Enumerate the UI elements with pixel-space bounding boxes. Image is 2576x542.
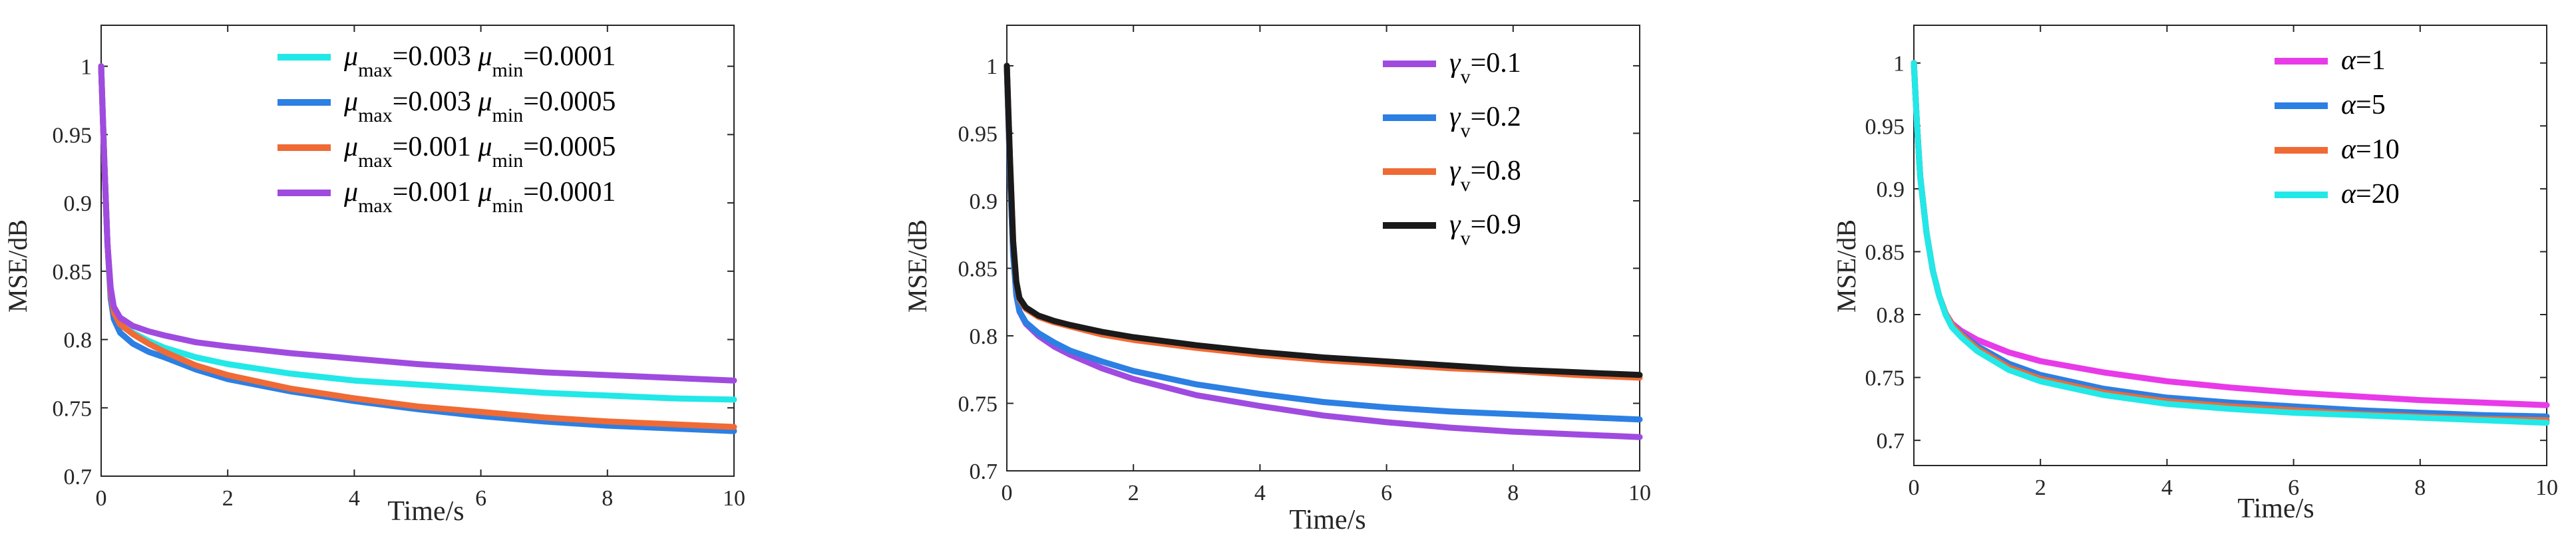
y-tick-label: 0.95: [1865, 114, 1905, 139]
x-tick-label: 2: [1128, 481, 1139, 505]
y-tick-label: 0.7: [970, 460, 998, 484]
legend-entry: α=20: [2341, 179, 2400, 209]
y-tick-label: 0.95: [53, 123, 92, 148]
legend-entry: α=5: [2341, 90, 2386, 120]
x-tick-label: 4: [1254, 481, 1266, 505]
legend: γv=0.1 γv=0.2 γv=0.8 γv=0.9: [1383, 48, 1521, 249]
legend-entry: γv=0.9: [1449, 209, 1521, 249]
series-line-1: [1911, 60, 2550, 408]
y-tick-label: 0.95: [958, 122, 998, 146]
legend-entry: μmax=0.003 μmin=0.0005: [343, 86, 616, 126]
x-axis-label: Time/s: [387, 496, 464, 527]
series-line-4: [98, 63, 737, 384]
x-tick-label: 4: [2161, 475, 2173, 500]
y-tick-label: 0.8: [1877, 303, 1905, 328]
x-tick-label: 0: [1002, 481, 1013, 505]
legend-entry: γv=0.2: [1449, 102, 1521, 142]
legend-entry: γv=0.1: [1449, 48, 1521, 88]
x-axis-label: Time/s: [1289, 505, 1366, 535]
series-line-1: [1004, 63, 1643, 440]
legend-entry: μmax=0.003 μmin=0.0001: [343, 41, 616, 81]
y-axis-label: MSE/dB: [1831, 219, 1861, 313]
x-tick-label: 10: [2535, 475, 2558, 500]
legend-entry: α=10: [2341, 134, 2400, 165]
x-tick-label: 2: [222, 486, 234, 511]
y-tick-label: 0.8: [970, 325, 998, 349]
axes-frame: [1006, 25, 1640, 472]
x-tick-label: 2: [2035, 475, 2046, 500]
series-line-4: [1004, 63, 1643, 378]
y-tick-label: 0.75: [53, 396, 92, 421]
x-tick-label: 8: [602, 486, 613, 511]
y-tick-label: 0.9: [1877, 178, 1905, 202]
x-tick-label: 6: [1381, 481, 1392, 505]
series-line-3: [98, 63, 737, 430]
y-tick-label: 0.7: [1877, 429, 1905, 454]
axes-frame: [100, 25, 735, 477]
legend-entry: μmax=0.001 μmin=0.0001: [343, 177, 616, 217]
axes-frame: [1913, 25, 2547, 466]
legend: α=1 α=5 α=10 α=20: [2275, 45, 2400, 209]
legend-entry: α=1: [2341, 45, 2386, 76]
x-tick-label: 0: [96, 486, 107, 511]
y-tick-label: 0.85: [958, 257, 998, 281]
x-tick-label: 6: [475, 486, 486, 511]
y-tick-label: 0.85: [1865, 240, 1905, 265]
x-axis-label: Time/s: [2237, 493, 2314, 524]
y-tick-label: 1: [81, 55, 92, 80]
chart-panel-alpha: 0 2 4 6 8 10 0.7 0.75 0.8 0.85 0.9 0.95 1 Time/s MSE/d…: [1831, 25, 2558, 524]
y-tick-label: 0.8: [64, 329, 92, 353]
x-tick-label: 8: [1507, 481, 1519, 505]
y-axis-label: MSE/dB: [902, 219, 932, 313]
y-tick-label: 0.9: [970, 190, 998, 214]
y-axis-label: MSE/dB: [3, 219, 33, 313]
legend: μmax=0.003 μmin=0.0001 μmax=0.003 μmin=0.…: [277, 41, 616, 217]
legend-entry: μmax=0.001 μmin=0.0005: [343, 132, 616, 172]
chart-panel-mu: 0 2 4 6 8 10 0.7 0.75 0.8 0.85 0.9 0.95 1 Time/s MSE/d…: [3, 25, 745, 527]
x-tick-label: 4: [349, 486, 360, 511]
x-tick-label: 10: [723, 486, 745, 511]
y-tick-label: 0.9: [64, 192, 92, 216]
y-tick-label: 1: [986, 55, 998, 79]
x-tick-label: 0: [1909, 475, 1920, 500]
legend-entry: γv=0.8: [1449, 156, 1521, 196]
y-tick-label: 0.7: [64, 465, 92, 489]
x-tick-label: 10: [1628, 481, 1651, 505]
chart-panel-gamma: 0 2 4 6 8 10 0.7 0.75 0.8 0.85 0.9 0.95 1 Time/s MSE/d…: [902, 25, 1651, 535]
x-tick-label: 8: [2414, 475, 2426, 500]
series-line-4: [1911, 60, 2550, 426]
y-tick-label: 0.85: [53, 260, 92, 285]
series-line-2: [1911, 60, 2550, 420]
y-tick-label: 1: [1893, 52, 1905, 76]
y-tick-label: 0.75: [1865, 366, 1905, 391]
y-tick-label: 0.75: [958, 392, 998, 416]
x-tick-label: 6: [2288, 475, 2299, 500]
